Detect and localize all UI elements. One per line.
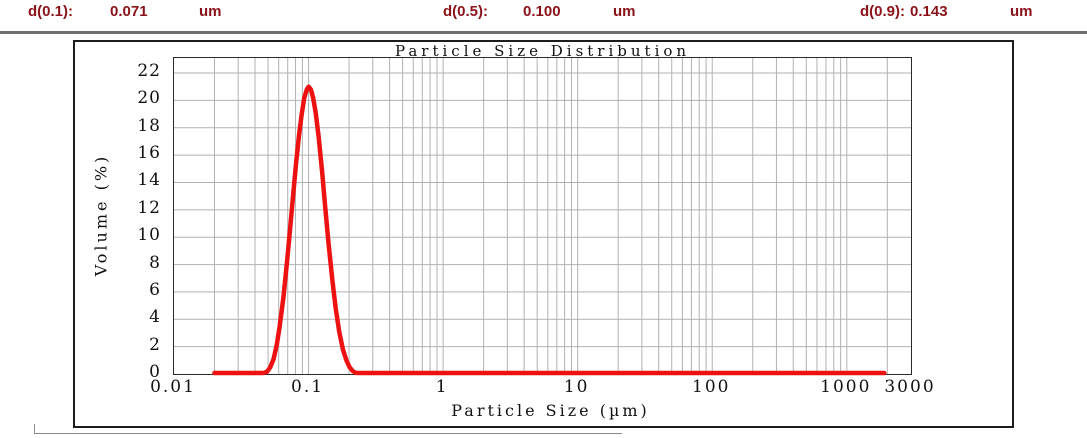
y-tick-label: 6: [149, 279, 161, 300]
y-tick-label: 20: [137, 88, 161, 109]
x-tick-label: 100: [692, 377, 731, 397]
plot-area: [173, 57, 912, 376]
y-tick-label: 2: [149, 334, 161, 355]
percentile-header: d(0.1): 0.071 um d(0.5): 0.100 um d(0.9)…: [0, 3, 1087, 27]
header-divider-rule: [0, 31, 1087, 34]
y-tick-label: 4: [149, 307, 161, 328]
particle-size-chart: Particle Size Distribution 0 2 4 6 8 10 12 14 16…: [73, 40, 1014, 428]
x-axis-title: Particle Size (µm): [451, 401, 650, 420]
x-tick-label: 1000: [820, 377, 872, 397]
d50-label: d(0.5):: [443, 3, 488, 20]
distribution-curve: [212, 84, 887, 376]
d50-unit: um: [613, 3, 636, 20]
y-tick-labels: 0 2 4 6 8 10 12 14 16 18 20 22: [75, 42, 167, 426]
next-section-edge-tick: [34, 424, 35, 434]
y-tick-label: 0: [149, 362, 161, 382]
d90-unit: um: [1010, 3, 1033, 20]
x-tick-labels: 0.01 0.1 1 10 100 1000 3000: [150, 377, 934, 399]
d10-label: d(0.1):: [28, 3, 73, 20]
x-tick-label: 3000: [884, 377, 936, 397]
x-tick-label: 0.01: [150, 377, 196, 397]
y-tick-label: 10: [137, 225, 161, 246]
y-tick-label: 12: [137, 197, 161, 218]
x-tick-label: 10: [563, 377, 590, 397]
y-tick-label: 18: [137, 115, 161, 136]
d90-value: 0.143: [910, 3, 948, 20]
d50-value: 0.100: [523, 3, 561, 20]
y-tick-label: 16: [137, 143, 161, 164]
next-section-edge: [34, 433, 622, 434]
x-tick-label: 0.1: [291, 377, 325, 397]
y-tick-label: 8: [149, 252, 161, 273]
y-tick-label: 22: [137, 61, 161, 82]
d90-label: d(0.9):: [860, 3, 905, 20]
y-tick-label: 14: [137, 170, 161, 191]
d10-unit: um: [199, 3, 222, 20]
d10-value: 0.071: [110, 3, 148, 20]
chart-title: Particle Size Distribution: [394, 42, 691, 60]
plot-svg: [174, 58, 911, 376]
x-tick-label: 1: [435, 377, 449, 397]
y-axis-title: Volume (%): [91, 153, 111, 277]
